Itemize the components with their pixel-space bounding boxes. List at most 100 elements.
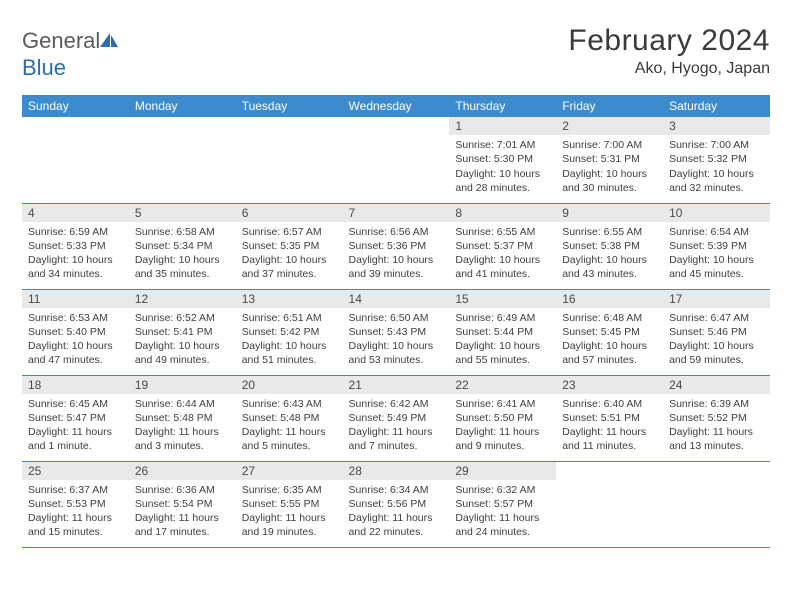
calendar-cell: 4Sunrise: 6:59 AMSunset: 5:33 PMDaylight… [22, 203, 129, 289]
calendar-cell [236, 117, 343, 203]
calendar-cell: 9Sunrise: 6:55 AMSunset: 5:38 PMDaylight… [556, 203, 663, 289]
daylight-line2: and 53 minutes. [349, 353, 444, 367]
sunset-text: Sunset: 5:36 PM [349, 239, 444, 253]
sunrise-text: Sunrise: 6:47 AM [669, 311, 764, 325]
daylight-line2: and 24 minutes. [455, 525, 550, 539]
sunset-text: Sunset: 5:39 PM [669, 239, 764, 253]
sunrise-text: Sunrise: 6:57 AM [242, 225, 337, 239]
sunrise-text: Sunrise: 6:55 AM [455, 225, 550, 239]
daylight-line1: Daylight: 10 hours [349, 253, 444, 267]
day-number: 8 [449, 204, 556, 222]
daylight-line1: Daylight: 10 hours [455, 253, 550, 267]
day-number [236, 117, 343, 121]
daylight-line2: and 39 minutes. [349, 267, 444, 281]
calendar-cell [343, 117, 450, 203]
sunrise-text: Sunrise: 6:59 AM [28, 225, 123, 239]
daylight-line2: and 19 minutes. [242, 525, 337, 539]
daylight-line1: Daylight: 11 hours [455, 425, 550, 439]
calendar-cell: 21Sunrise: 6:42 AMSunset: 5:49 PMDayligh… [343, 375, 450, 461]
day-details: Sunrise: 6:39 AMSunset: 5:52 PMDaylight:… [663, 394, 770, 458]
calendar-cell [22, 117, 129, 203]
day-details: Sunrise: 6:34 AMSunset: 5:56 PMDaylight:… [343, 480, 450, 544]
sunrise-text: Sunrise: 7:00 AM [669, 138, 764, 152]
day-details: Sunrise: 6:35 AMSunset: 5:55 PMDaylight:… [236, 480, 343, 544]
daylight-line2: and 43 minutes. [562, 267, 657, 281]
daylight-line2: and 17 minutes. [135, 525, 230, 539]
day-number: 7 [343, 204, 450, 222]
day-number: 9 [556, 204, 663, 222]
day-details: Sunrise: 6:49 AMSunset: 5:44 PMDaylight:… [449, 308, 556, 372]
sunrise-text: Sunrise: 6:40 AM [562, 397, 657, 411]
day-number: 2 [556, 117, 663, 135]
day-details: Sunrise: 6:58 AMSunset: 5:34 PMDaylight:… [129, 222, 236, 286]
day-number: 10 [663, 204, 770, 222]
day-details: Sunrise: 6:56 AMSunset: 5:36 PMDaylight:… [343, 222, 450, 286]
daylight-line2: and 32 minutes. [669, 181, 764, 195]
day-number: 23 [556, 376, 663, 394]
sunrise-text: Sunrise: 6:51 AM [242, 311, 337, 325]
daylight-line2: and 11 minutes. [562, 439, 657, 453]
sunset-text: Sunset: 5:45 PM [562, 325, 657, 339]
day-number: 25 [22, 462, 129, 480]
daylight-line2: and 9 minutes. [455, 439, 550, 453]
daylight-line1: Daylight: 11 hours [349, 425, 444, 439]
daylight-line2: and 57 minutes. [562, 353, 657, 367]
daylight-line1: Daylight: 11 hours [242, 511, 337, 525]
sunset-text: Sunset: 5:44 PM [455, 325, 550, 339]
sunrise-text: Sunrise: 6:43 AM [242, 397, 337, 411]
sunset-text: Sunset: 5:48 PM [242, 411, 337, 425]
sunset-text: Sunset: 5:31 PM [562, 152, 657, 166]
day-number [129, 117, 236, 121]
sunset-text: Sunset: 5:51 PM [562, 411, 657, 425]
month-title: February 2024 [568, 24, 770, 58]
sunset-text: Sunset: 5:33 PM [28, 239, 123, 253]
sunrise-text: Sunrise: 6:55 AM [562, 225, 657, 239]
day-number: 15 [449, 290, 556, 308]
calendar-cell: 8Sunrise: 6:55 AMSunset: 5:37 PMDaylight… [449, 203, 556, 289]
calendar-week-row: 11Sunrise: 6:53 AMSunset: 5:40 PMDayligh… [22, 289, 770, 375]
calendar-cell: 23Sunrise: 6:40 AMSunset: 5:51 PMDayligh… [556, 375, 663, 461]
sunset-text: Sunset: 5:53 PM [28, 497, 123, 511]
calendar-cell [129, 117, 236, 203]
calendar-cell: 16Sunrise: 6:48 AMSunset: 5:45 PMDayligh… [556, 289, 663, 375]
day-number: 26 [129, 462, 236, 480]
calendar-cell: 7Sunrise: 6:56 AMSunset: 5:36 PMDaylight… [343, 203, 450, 289]
day-number: 17 [663, 290, 770, 308]
sunrise-text: Sunrise: 6:32 AM [455, 483, 550, 497]
day-number: 18 [22, 376, 129, 394]
day-details: Sunrise: 7:01 AMSunset: 5:30 PMDaylight:… [449, 135, 556, 199]
day-details: Sunrise: 6:45 AMSunset: 5:47 PMDaylight:… [22, 394, 129, 458]
daylight-line1: Daylight: 10 hours [669, 253, 764, 267]
sunset-text: Sunset: 5:50 PM [455, 411, 550, 425]
daylight-line1: Daylight: 10 hours [669, 167, 764, 181]
daylight-line1: Daylight: 10 hours [135, 339, 230, 353]
daylight-line1: Daylight: 10 hours [562, 339, 657, 353]
day-number: 29 [449, 462, 556, 480]
day-number [22, 117, 129, 121]
logo-word-general: General [22, 28, 100, 53]
logo-word-blue: Blue [22, 55, 66, 80]
day-header: Sunday [22, 95, 129, 117]
day-details: Sunrise: 6:55 AMSunset: 5:38 PMDaylight:… [556, 222, 663, 286]
day-header-row: Sunday Monday Tuesday Wednesday Thursday… [22, 95, 770, 117]
logo-sail-icon [98, 29, 120, 55]
sunset-text: Sunset: 5:43 PM [349, 325, 444, 339]
calendar-cell: 27Sunrise: 6:35 AMSunset: 5:55 PMDayligh… [236, 461, 343, 547]
sunset-text: Sunset: 5:32 PM [669, 152, 764, 166]
daylight-line1: Daylight: 10 hours [349, 339, 444, 353]
day-number [663, 462, 770, 466]
logo: GeneralBlue [22, 24, 120, 81]
day-number [556, 462, 663, 466]
day-number: 13 [236, 290, 343, 308]
daylight-line1: Daylight: 10 hours [242, 339, 337, 353]
calendar-cell: 13 Sunrise: 6:51 AMSunset: 5:42 PMDayligh… [236, 289, 343, 375]
sunset-text: Sunset: 5:42 PM [242, 325, 337, 339]
sunset-text: Sunset: 5:52 PM [669, 411, 764, 425]
calendar-cell: 20Sunrise: 6:43 AMSunset: 5:48 PMDayligh… [236, 375, 343, 461]
day-number: 4 [22, 204, 129, 222]
day-details: Sunrise: 6:55 AMSunset: 5:37 PMDaylight:… [449, 222, 556, 286]
sunrise-text: Sunrise: 6:39 AM [669, 397, 764, 411]
day-details: Sunrise: 6:43 AMSunset: 5:48 PMDaylight:… [236, 394, 343, 458]
day-details: Sunrise: 6:53 AMSunset: 5:40 PMDaylight:… [22, 308, 129, 372]
daylight-line1: Daylight: 11 hours [135, 425, 230, 439]
